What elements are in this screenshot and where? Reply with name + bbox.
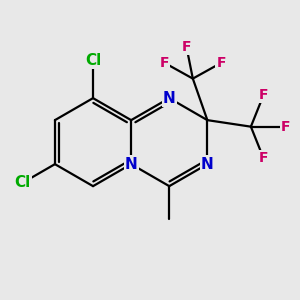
Text: N: N [201, 157, 214, 172]
Text: F: F [216, 56, 226, 70]
Text: N: N [125, 157, 137, 172]
Text: Cl: Cl [14, 175, 31, 190]
Text: F: F [160, 56, 169, 70]
Text: F: F [259, 88, 268, 102]
Text: Cl: Cl [85, 53, 101, 68]
Text: F: F [281, 120, 290, 134]
Text: N: N [163, 91, 175, 106]
Text: F: F [259, 151, 268, 165]
Text: F: F [182, 40, 191, 54]
